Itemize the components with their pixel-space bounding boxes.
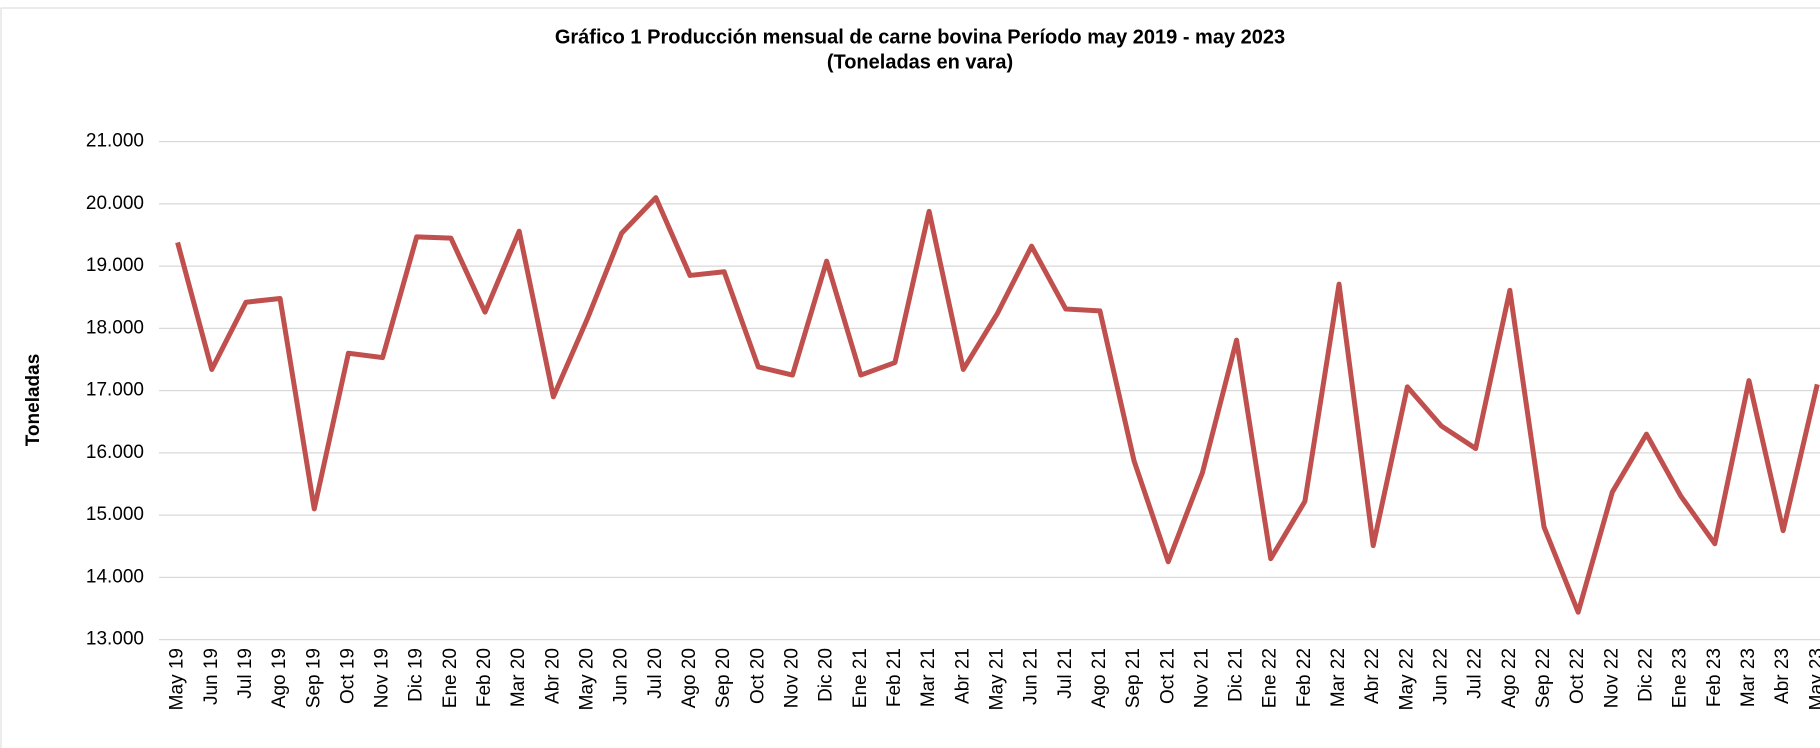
y-tick-label: 17.000 <box>86 380 144 401</box>
x-tick-label: May 20 <box>577 648 598 710</box>
x-tick-label: Sep 22 <box>1533 648 1554 708</box>
x-tick-label: Jun 20 <box>611 648 632 705</box>
x-tick-label: Jul 19 <box>235 648 256 699</box>
x-tick-label: Mar 21 <box>918 648 939 707</box>
x-tick-label: May 21 <box>986 648 1007 710</box>
x-tick-label: Abr 22 <box>1362 648 1383 704</box>
x-tick-label: Dic 22 <box>1635 648 1656 702</box>
x-tick-label: Sep 19 <box>303 648 324 708</box>
x-tick-label: Feb 21 <box>884 648 905 707</box>
x-tick-label: Feb 23 <box>1704 648 1725 707</box>
x-tick-label: Ene 22 <box>1260 648 1281 708</box>
x-tick-label: Jun 22 <box>1431 648 1452 705</box>
x-tick-label: Feb 20 <box>474 648 495 707</box>
x-tick-label: Oct 19 <box>337 648 358 704</box>
x-tick-label: Jun 19 <box>201 648 222 705</box>
x-tick-label: Sep 20 <box>713 648 734 708</box>
x-tick-label: Jul 22 <box>1465 648 1486 699</box>
x-tick-label: Ene 23 <box>1670 648 1691 708</box>
x-tick-label: Nov 19 <box>372 648 393 708</box>
x-tick-label: Dic 21 <box>1226 648 1247 702</box>
x-tick-label: Abr 20 <box>542 648 563 704</box>
x-tick-label: Ago 20 <box>679 648 700 708</box>
x-tick-label: Mar 22 <box>1328 648 1349 707</box>
y-tick-label: 18.000 <box>86 317 144 338</box>
x-tick-label: Jun 21 <box>1021 648 1042 705</box>
chart-border <box>0 7 1820 748</box>
x-tick-label: Ene 20 <box>440 648 461 708</box>
x-tick-label: Dic 19 <box>406 648 427 702</box>
y-tick-label: 21.000 <box>86 131 144 152</box>
x-tick-label: Mar 20 <box>508 648 529 707</box>
x-tick-label: Nov 20 <box>781 648 802 708</box>
y-tick-label: 15.000 <box>86 504 144 525</box>
x-tick-label: Ago 22 <box>1499 648 1520 708</box>
x-tick-label: May 22 <box>1396 648 1417 710</box>
x-tick-label: Dic 20 <box>816 648 837 702</box>
x-tick-label: Feb 22 <box>1294 648 1315 707</box>
x-tick-label: May 19 <box>167 648 188 710</box>
data-line <box>175 195 1820 615</box>
x-tick-label: Mar 23 <box>1738 648 1759 707</box>
chart-title: Gráfico 1 Producción mensual de carne bo… <box>555 26 1285 48</box>
y-tick-label: 20.000 <box>86 193 144 214</box>
y-axis-label: Toneladas <box>23 354 44 447</box>
y-tick-label: 14.000 <box>86 566 144 587</box>
x-tick-label: Abr 23 <box>1772 648 1793 704</box>
y-tick-label: 13.000 <box>86 629 144 650</box>
x-tick-label: May 23 <box>1806 648 1820 710</box>
x-tick-label: Nov 21 <box>1191 648 1212 708</box>
x-tick-label: Oct 21 <box>1157 648 1178 704</box>
x-tick-label: Jul 21 <box>1055 648 1076 699</box>
x-tick-label: Ago 19 <box>269 648 290 708</box>
y-tick-label: 16.000 <box>86 442 144 463</box>
x-tick-label: Sep 21 <box>1123 648 1144 708</box>
x-tick-label: Abr 21 <box>952 648 973 704</box>
y-tick-label: 19.000 <box>86 255 144 276</box>
x-tick-label: Nov 22 <box>1601 648 1622 708</box>
chart-subtitle: (Toneladas en vara) <box>827 51 1013 73</box>
x-tick-label: Oct 20 <box>747 648 768 704</box>
x-tick-label: Oct 22 <box>1567 648 1588 704</box>
x-tick-label: Ene 21 <box>850 648 871 708</box>
x-tick-label: Jul 20 <box>645 648 666 699</box>
x-tick-label: Ago 21 <box>1089 648 1110 708</box>
